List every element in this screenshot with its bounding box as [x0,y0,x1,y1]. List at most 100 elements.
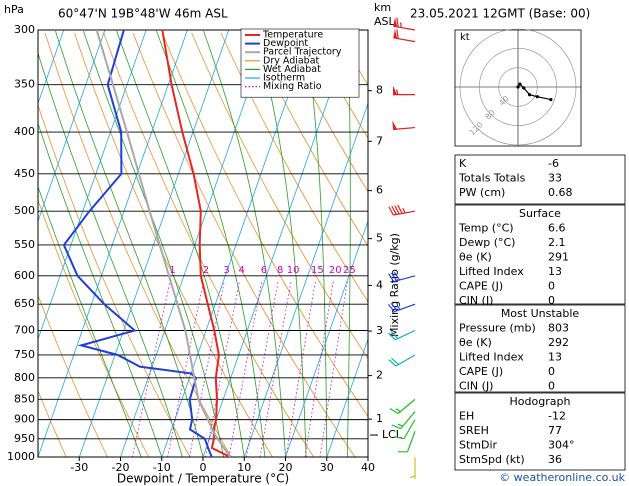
panel-value: 2.1 [548,236,566,249]
wind-feather [391,424,402,430]
reference-line [326,338,368,457]
x-axis-label: Dewpoint / Temperature (°C) [117,472,289,486]
panel-label: Temp (°C) [458,222,514,235]
x-tick-label: -30 [70,461,88,474]
panel-value: 0 [548,380,555,393]
y-tick-label: 550 [14,238,35,251]
reference-line [38,30,147,341]
reference-line [38,293,108,457]
reference-line [243,102,368,457]
hodograph-point [518,82,522,86]
panel-label: K [459,157,467,170]
panel-label: Dewp (°C) [459,236,515,249]
wind-feather [388,273,395,282]
hodograph-point [522,86,526,90]
km-tick-label: 6 [376,184,383,197]
legend-label: Parcel Trajectory [263,47,342,58]
km-tick-label: 4 [376,278,383,291]
wind-feather [397,204,403,214]
x-tick-label: 10 [237,461,251,474]
panel-label: Totals Totals [458,172,526,185]
wind-staff [393,37,416,43]
hodograph-point [549,97,553,102]
reference-line [205,280,240,457]
legend-label: Wet Adiabat [263,64,321,75]
wind-feather [388,332,396,341]
wind-staff [400,411,416,429]
panel-value: 803 [548,322,569,335]
reference-line [346,30,351,457]
panel-label: Lifted Index [459,265,524,278]
mixing-ratio-label: 25 [343,265,356,276]
legend-label: Temperature [262,30,323,41]
reference-line [83,30,224,457]
reference-line [203,30,286,457]
y-tick-label: 300 [14,23,35,36]
hodograph-ring [479,48,557,126]
date: 23.05.2021 12GMT (Base: 00) [410,7,590,21]
panel-value: -6 [548,157,559,170]
panel-label: StmSpd (kt) [459,453,525,466]
panel-title: Surface [519,207,561,220]
km-tick-label: 7 [376,134,383,147]
reference-line [285,280,316,457]
panel-value: 291 [548,251,569,264]
wind-feather [394,436,405,440]
x-tick-label: -10 [153,461,171,474]
y-tick-label: 400 [14,125,35,138]
mixing-ratio-label: 6 [261,265,267,276]
wind-feather [388,359,397,367]
panel-title: Hodograph [510,395,571,408]
panel-value: 13 [548,351,562,364]
panel-label: CAPE (J) [459,280,503,293]
mixing-ratio-label: 10 [287,265,300,276]
y-tick-label: 850 [14,392,35,405]
panel-value: 13 [548,265,562,278]
mixing-ratio-label: 8 [277,265,283,276]
wind-half-feather [409,475,416,479]
legend-label: Dewpoint [263,38,308,49]
legend-label: Mixing Ratio [263,81,322,92]
wind-staff [394,303,416,313]
km-tick-label: 5 [376,232,383,245]
wind-feather [396,29,399,39]
wind-feather [391,205,397,215]
reference-line [38,30,188,457]
reference-line [38,51,183,457]
mixing-ratio-label: 3 [223,265,229,276]
km-tick-label: 8 [376,84,383,97]
wind-flag [392,120,398,130]
legend-box [240,28,360,98]
panel-value: 0 [548,294,555,307]
reference-line [38,185,142,457]
plot-frame [37,29,369,458]
y-tick-label: 800 [14,371,35,384]
reference-line [246,280,279,457]
reference-line [38,122,163,457]
panel-value: 292 [548,336,569,349]
lcl-label: LCL [382,428,403,441]
wind-feather [394,205,400,215]
panel-value: 0 [548,365,555,378]
hodograph-ring [459,28,577,146]
x-tick-label: 30 [320,461,334,474]
wind-staff [395,354,416,367]
panel-value: 304° [548,439,575,452]
panel-label: CAPE (J) [459,365,503,378]
wind-half-feather [396,305,401,311]
panel-box [454,154,626,205]
y-tick-label: 900 [14,413,35,426]
y-unit: hPa [4,3,24,16]
y-tick-label: 700 [14,324,35,337]
wind-flag [393,28,398,39]
x-tick-label: -20 [112,461,130,474]
y-tick-label: 750 [14,348,35,361]
panel-label: Pressure (mb) [459,322,536,335]
wind-half-feather [395,408,401,413]
wind-staff [393,275,416,283]
x-tick-label: 40 [361,461,375,474]
wind-staff [406,431,416,453]
reference-line [279,32,368,193]
wind-half-feather [397,423,404,427]
wind-feather [391,357,399,365]
